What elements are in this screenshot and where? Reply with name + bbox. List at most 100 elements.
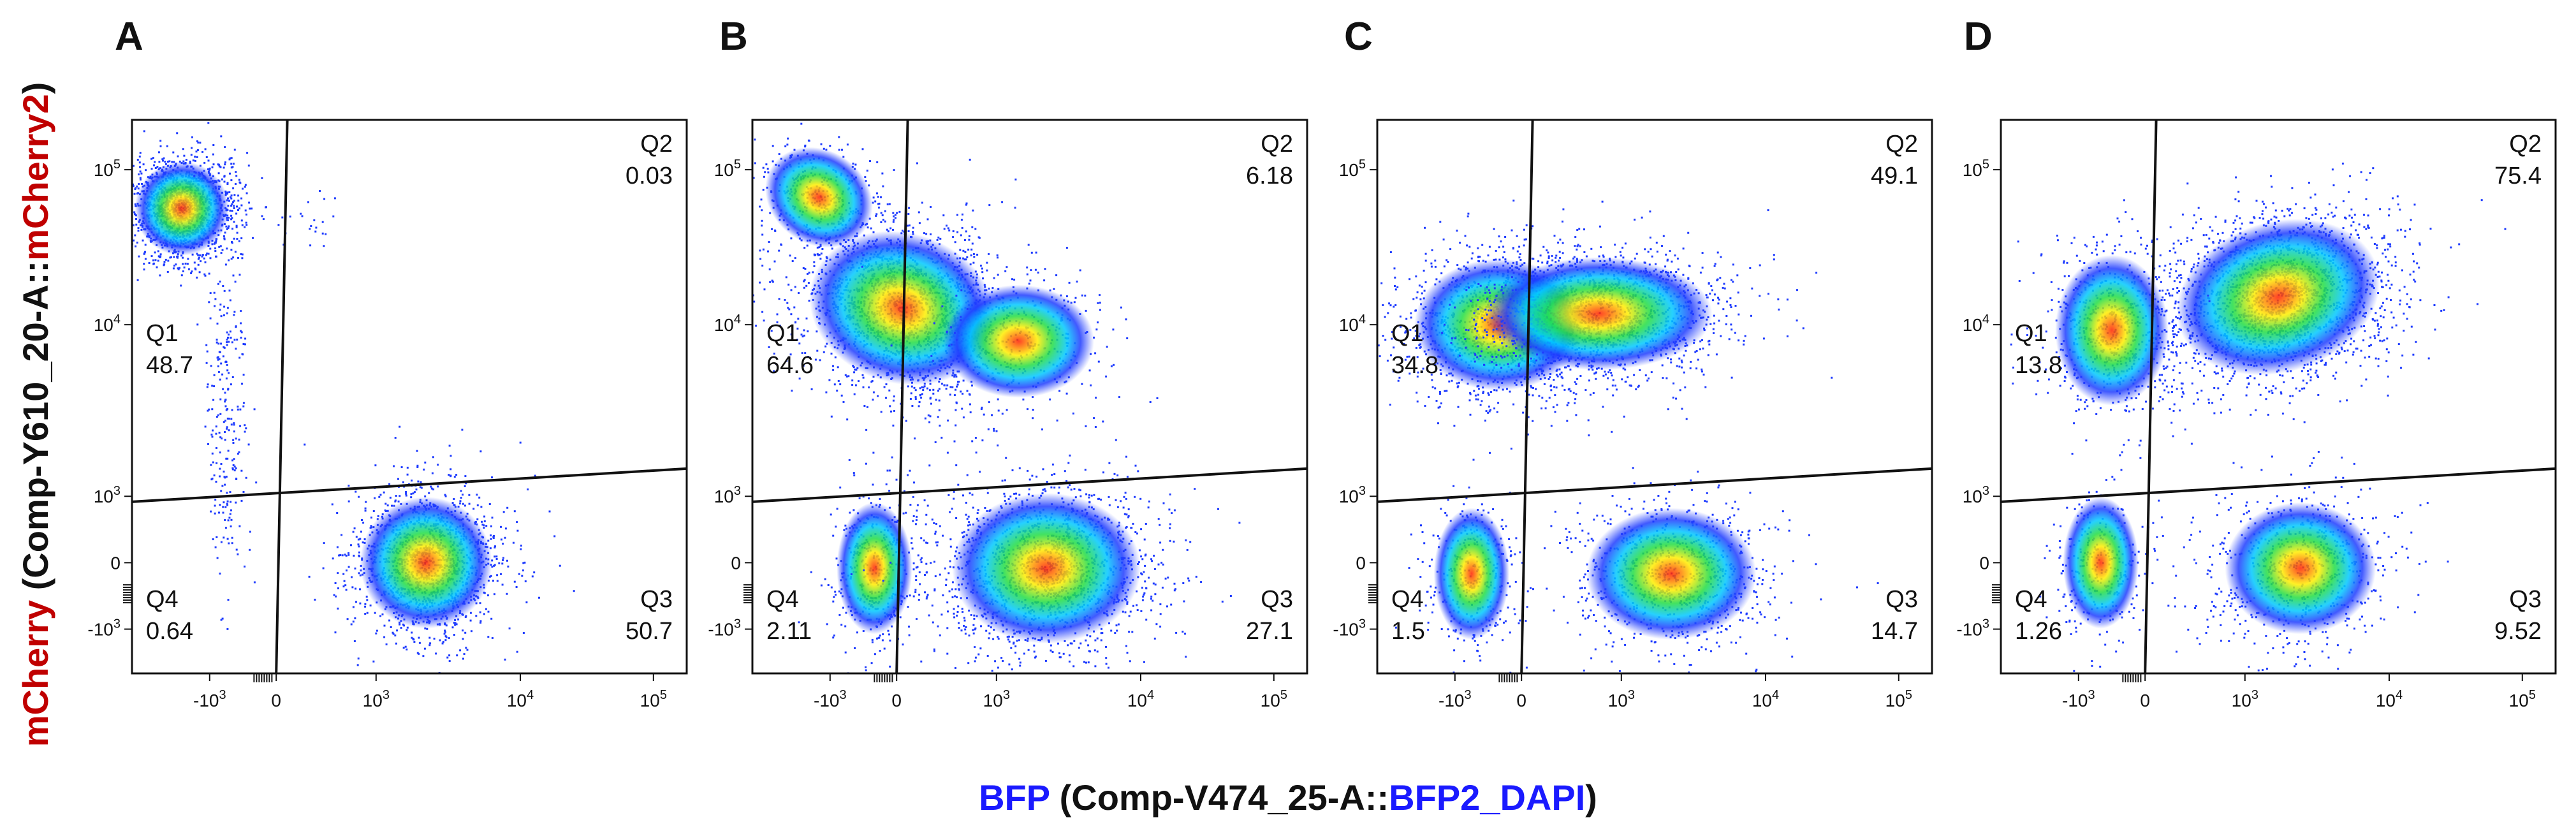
event [139,152,142,154]
event [219,198,221,201]
event [229,491,231,494]
event [224,431,226,433]
event [236,238,238,240]
event [245,427,247,430]
event [832,369,835,371]
event [914,398,917,400]
event [377,515,379,517]
event [144,251,146,253]
event [448,654,451,657]
event [228,225,230,228]
event [300,212,302,215]
event [453,622,455,624]
event [230,509,232,511]
event [947,419,949,422]
event [465,647,467,649]
event [953,440,956,443]
event [940,436,943,439]
event [226,344,228,346]
event [971,242,974,245]
event [159,253,162,256]
event [230,518,233,521]
event [187,258,189,260]
event [101,154,103,156]
population-1 [68,122,287,287]
event [217,356,219,358]
event [439,639,441,642]
event [506,592,508,595]
event [238,274,241,276]
event [233,311,236,313]
event [379,615,382,617]
event [362,541,364,544]
event [140,172,143,175]
event [128,211,130,213]
event [853,393,856,395]
event [880,411,882,413]
event [253,581,256,583]
event [220,315,223,318]
event [534,474,536,477]
event [214,512,216,515]
event [179,267,180,269]
event [963,239,966,241]
event [196,323,199,326]
event [970,254,972,256]
event [206,350,209,353]
event [307,201,309,203]
event [223,314,225,316]
event [139,177,142,179]
event [215,240,217,242]
event [118,176,120,178]
event [133,211,136,214]
event [233,237,235,240]
event [775,363,777,365]
event [1001,201,1004,203]
event [232,274,235,277]
event [175,263,177,266]
event [559,564,561,567]
event [858,380,860,383]
event [502,557,504,559]
event [121,228,123,230]
event [105,212,107,214]
event [242,343,245,345]
event [68,208,70,210]
event [506,506,509,509]
event [468,494,471,496]
event [137,230,140,232]
event [491,637,494,639]
event [502,543,504,545]
event [882,219,884,221]
event [244,343,246,346]
event [411,480,413,482]
event [331,503,333,506]
event [121,186,123,187]
event [1006,266,1008,268]
gate-horizontal[interactable] [131,467,687,503]
event [553,535,556,538]
event [240,331,243,334]
event [405,491,407,493]
event [411,631,413,634]
event [211,452,214,455]
event [923,385,926,388]
event [226,363,228,366]
event [242,490,245,493]
event [847,375,850,378]
event [395,642,397,645]
event [803,334,805,337]
event [463,653,465,656]
event [217,365,219,367]
event [883,386,886,388]
event [242,402,245,404]
event [219,398,222,400]
event [333,594,335,596]
event [166,270,169,273]
event [233,194,236,196]
gate-vertical[interactable] [275,119,289,674]
event [932,392,935,395]
quadrant-percent: 48.7 [146,352,193,379]
event [968,235,970,237]
